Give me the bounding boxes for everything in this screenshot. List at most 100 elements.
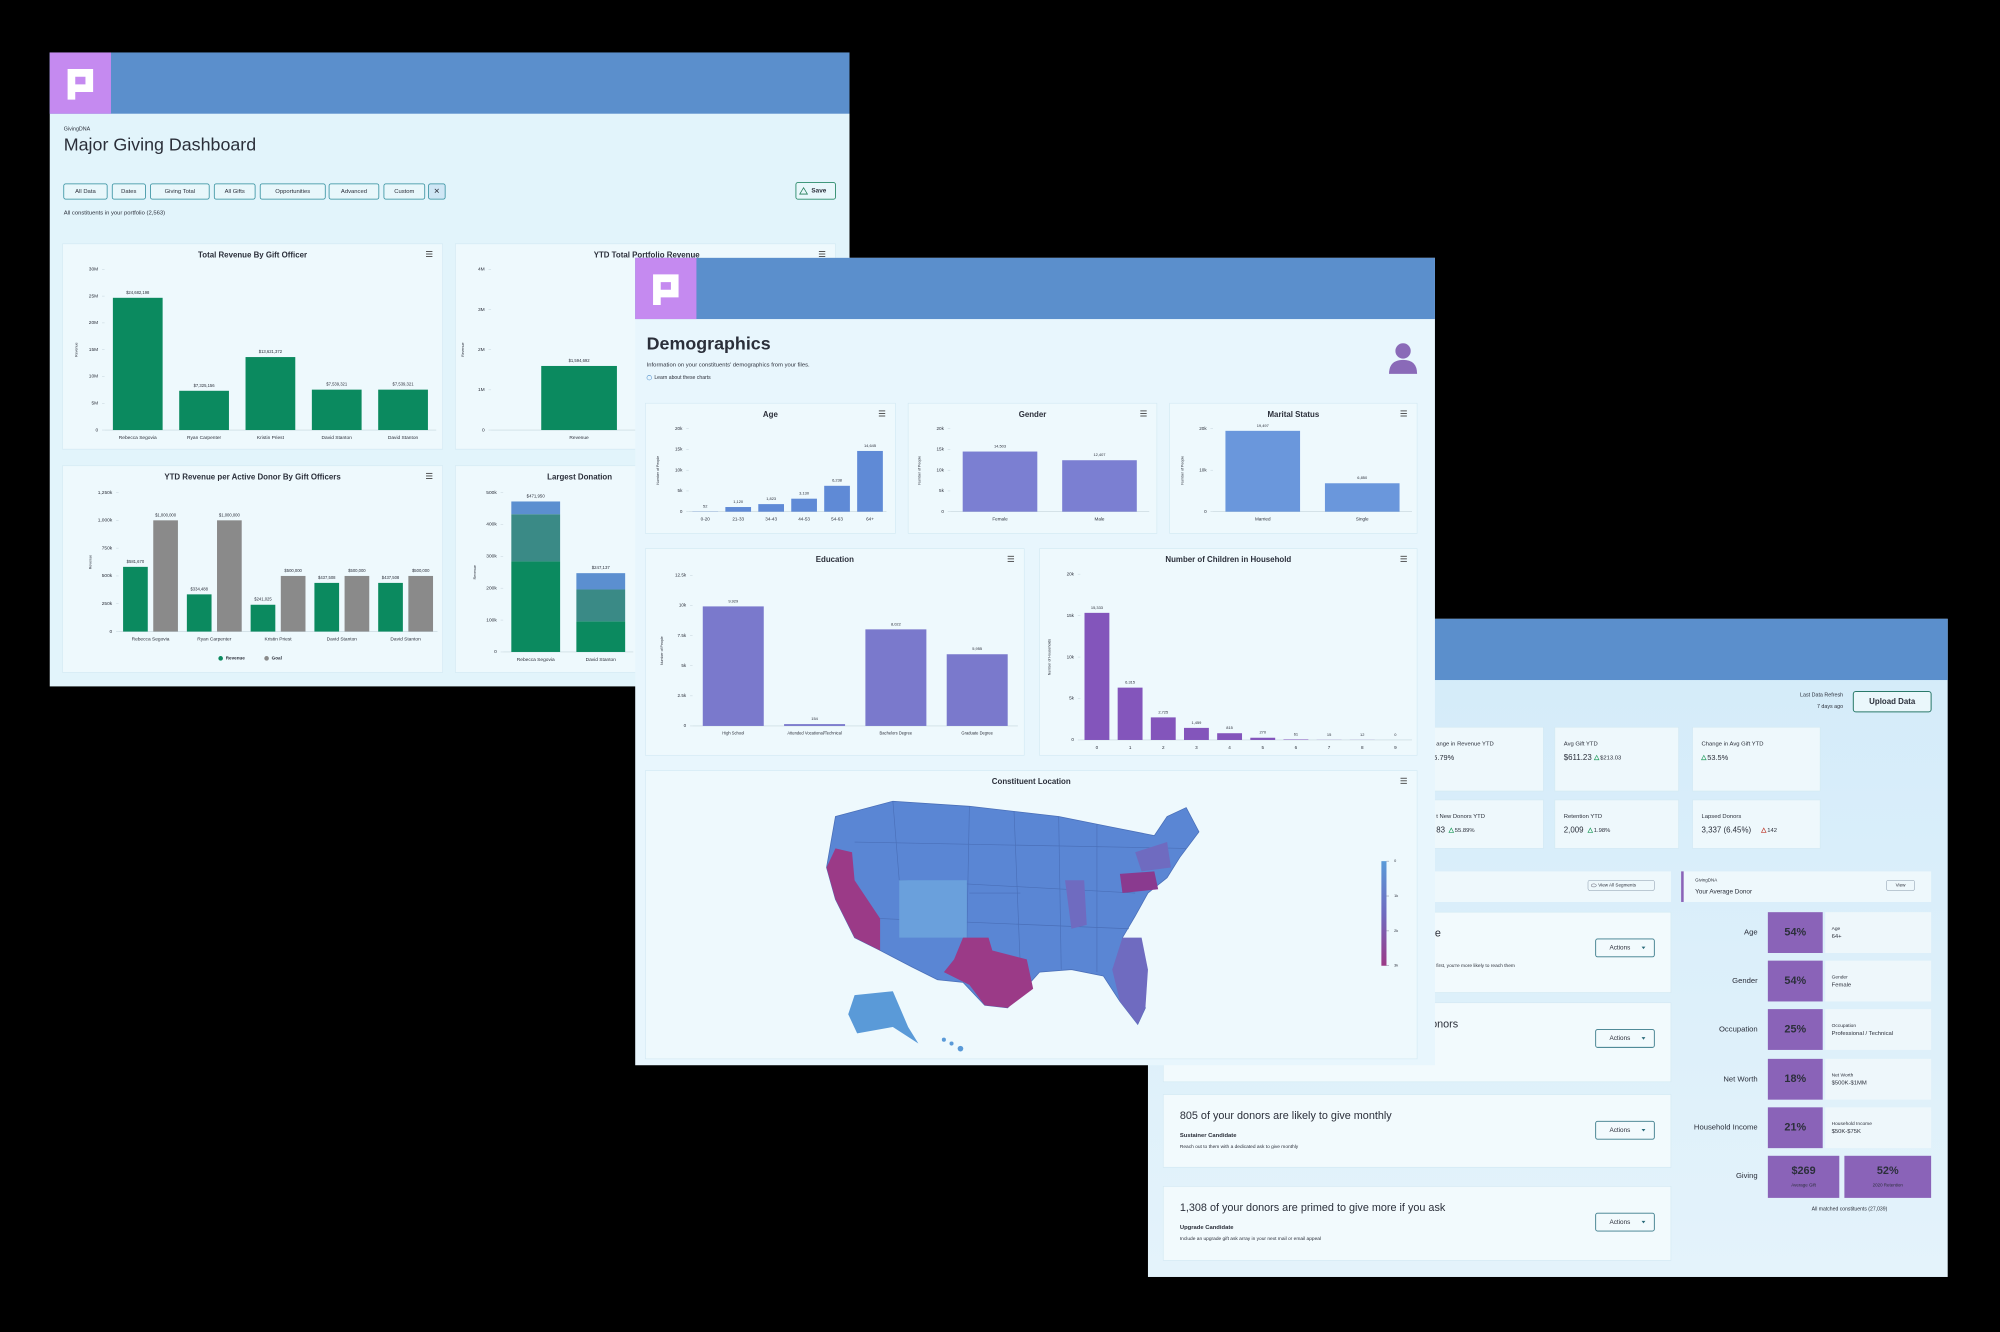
kpi-label: Change in Avg Gift YTD [1702, 741, 1764, 747]
actions-button[interactable] [1595, 938, 1655, 958]
learn-more-link[interactable]: Learn about these charts [654, 375, 711, 381]
map-hawaii [949, 1041, 954, 1046]
x-tick-label: David Stanton [390, 636, 421, 642]
bar [1183, 727, 1209, 740]
value-label: 1,120 [733, 499, 744, 504]
y-tick-label: 250k [102, 601, 113, 607]
kpi-change: 53.5% [1707, 753, 1728, 762]
y-axis-label: Number of People [660, 636, 664, 665]
kpi-label: t New Donors YTD [1436, 814, 1485, 820]
y-tick-label: 5k [678, 488, 684, 493]
filter-button[interactable] [111, 183, 146, 200]
actions-button[interactable] [1595, 1120, 1655, 1140]
percent-box [1767, 960, 1823, 1002]
filter-button[interactable] [213, 183, 256, 200]
user-avatar[interactable] [1389, 343, 1418, 374]
bar [280, 575, 306, 632]
x-tick-label: 1 [1129, 745, 1132, 750]
x-tick-label: Married [1255, 517, 1271, 522]
bar [1084, 612, 1110, 740]
x-tick-label: Female [992, 517, 1008, 522]
value-label: $1,000,000 [155, 512, 177, 517]
bar-segment [576, 573, 626, 590]
x-tick-label: Rebecca Segovia [517, 657, 555, 663]
upload-button[interactable] [1852, 691, 1932, 713]
y-tick-label: 0 [110, 629, 113, 635]
kpi-card [1692, 726, 1821, 792]
demographics-window: Demographics Information on your constitu… [635, 257, 1435, 1066]
y-tick-label: 5k [1069, 696, 1075, 701]
percent-box [1767, 1009, 1823, 1050]
kpi-label: Retention YTD [1564, 814, 1602, 820]
legend-label: Goal [272, 656, 282, 661]
filter-button[interactable] [150, 183, 210, 200]
filter-button[interactable] [259, 183, 326, 200]
close-button[interactable] [428, 183, 446, 200]
y-tick-label: 0 [494, 649, 497, 655]
x-tick-label: Male [1095, 517, 1105, 522]
bar [1062, 460, 1137, 512]
actions-button[interactable] [1595, 1029, 1655, 1048]
value-label: $500,000 [412, 568, 430, 573]
bar [1250, 737, 1276, 740]
kpi-value: 2,009 [1564, 826, 1584, 835]
x-tick-label: David Stanton [586, 657, 617, 663]
y-tick-label: 7.5k [678, 633, 687, 638]
bar [245, 357, 296, 431]
percent-box [1767, 1058, 1823, 1100]
bar-segment [511, 561, 561, 652]
y-tick-label: 10k [675, 467, 683, 472]
filter-button[interactable] [383, 183, 426, 200]
change-arrow [1593, 754, 1600, 761]
x-tick-label: 34-43 [765, 517, 777, 522]
attribute-label: Giving [1736, 1171, 1758, 1180]
header-bar [49, 52, 850, 114]
chart-title: Gender [1019, 410, 1047, 419]
value-label: $1,000,000 [219, 512, 241, 517]
retention-label: 2020 Retention [1873, 1182, 1904, 1187]
actions-button[interactable] [1595, 1212, 1655, 1232]
value-label: 15 [1327, 732, 1332, 737]
kpi-value: 83 [1436, 826, 1445, 835]
kpi-change: 142 [1767, 828, 1777, 834]
value-label: 15,333 [1091, 605, 1104, 610]
save-label: Save [811, 188, 826, 195]
attribute-field: Net Worth [1832, 1073, 1854, 1079]
x-tick-label: 21-33 [732, 517, 744, 522]
bar [962, 451, 1038, 512]
segment-tag: Upgrade Candidate [1180, 1225, 1234, 1231]
view-all-button[interactable] [1587, 880, 1655, 891]
bar-segment [511, 501, 561, 515]
y-axis-label: Number of People [918, 456, 922, 485]
chart-title: Largest Donation [547, 472, 612, 481]
y-tick-label: 25M [89, 293, 98, 299]
value-label: $500,000 [284, 568, 302, 573]
attribute-label: Age [1744, 928, 1758, 937]
bar [857, 450, 883, 512]
save-button[interactable] [795, 182, 836, 200]
y-tick-label: 30M [89, 267, 98, 273]
value-label: 2,725 [1158, 709, 1169, 714]
segment-card [1162, 1094, 1672, 1168]
view-button[interactable] [1886, 880, 1915, 891]
actions-caret [1641, 1220, 1646, 1224]
y-tick-label: 300k [486, 554, 497, 560]
x-tick-label: 8 [1361, 745, 1364, 750]
filter-button[interactable] [328, 183, 380, 200]
actions-caret [1641, 1037, 1646, 1040]
filter-button[interactable] [63, 183, 108, 200]
map-state [1112, 937, 1148, 1025]
value-label: 154 [811, 716, 818, 721]
kpi-card [1554, 726, 1679, 792]
y-tick-label: 1M [478, 387, 485, 393]
bar [1324, 483, 1400, 512]
attribute-field: Household Income [1832, 1121, 1873, 1127]
kpi-label: ange in Revenue YTD [1436, 741, 1494, 747]
y-tick-label: 2.5k [678, 693, 687, 698]
page-title: Major Giving Dashboard [64, 134, 256, 154]
bar [344, 575, 370, 632]
kpi-label: Lapsed Donors [1702, 814, 1742, 820]
y-tick-label: 0 [680, 509, 683, 514]
bar [217, 520, 242, 632]
info-icon [646, 375, 652, 381]
